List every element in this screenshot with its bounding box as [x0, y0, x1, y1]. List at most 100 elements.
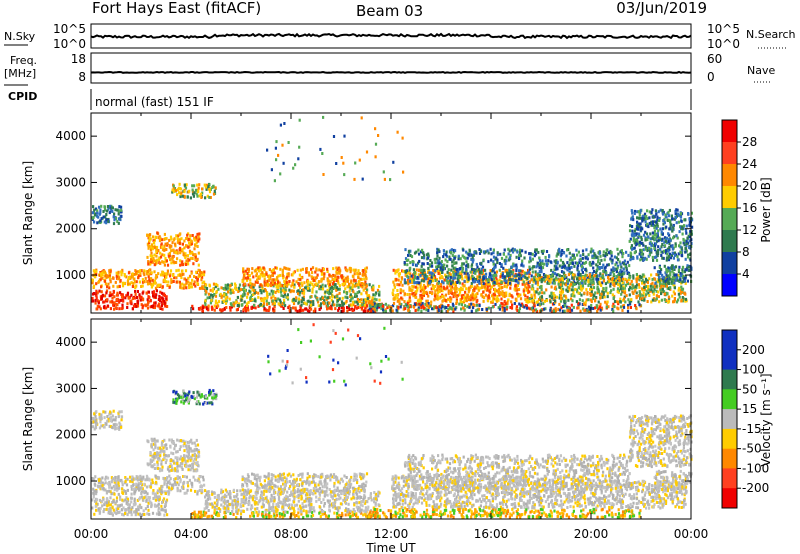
heatmap-cell [99, 208, 102, 212]
heatmap-cell [663, 240, 666, 244]
heatmap-cell [580, 268, 583, 272]
heatmap-cell [134, 289, 137, 293]
heatmap-cell [581, 270, 584, 274]
heatmap-cell [623, 295, 626, 299]
heatmap-cell [373, 297, 376, 301]
heatmap-cell [398, 272, 401, 276]
nsky-trace [90, 32, 692, 40]
heatmap-cell [425, 290, 428, 294]
heatmap-cell [284, 304, 287, 308]
heatmap-cell [180, 191, 183, 195]
heatmap-cell [491, 274, 494, 278]
heatmap-cell [130, 281, 133, 285]
heatmap-cell [117, 221, 120, 225]
heatmap-cell [283, 266, 286, 270]
heatmap-cell [445, 250, 448, 254]
heatmap-cell [602, 250, 605, 254]
heatmap-cell [627, 253, 630, 257]
heatmap-cell [441, 265, 444, 269]
heatmap-cell [557, 280, 560, 283]
heatmap-cell [183, 190, 186, 194]
nsearch-tick-top: 10^5 [707, 22, 740, 36]
heatmap-cell [586, 292, 589, 296]
heatmap-cell [270, 296, 273, 300]
heatmap-cell [475, 262, 478, 266]
heatmap-cell [98, 205, 101, 209]
heatmap-cell [278, 298, 282, 302]
heatmap-cell [538, 259, 542, 263]
heatmap-cell [494, 302, 497, 306]
heatmap-cell [194, 188, 198, 192]
heatmap-cell [384, 310, 387, 314]
heatmap-cell [214, 294, 218, 298]
heatmap-cell [286, 297, 290, 301]
heatmap-cell [417, 306, 420, 310]
heatmap-cell [355, 306, 358, 310]
heatmap-cell [638, 290, 641, 294]
heatmap-cell [323, 274, 326, 278]
heatmap-cell [600, 307, 604, 311]
heatmap-cell [535, 310, 539, 313]
heatmap-cell [451, 253, 454, 257]
freq-label: Freq. [10, 54, 37, 67]
heatmap-cell [179, 285, 182, 289]
heatmap-cell [640, 226, 643, 230]
heatmap-cell [392, 280, 395, 284]
heatmap-cell [534, 296, 537, 300]
heatmap-cell [188, 189, 191, 193]
heatmap-cell [225, 293, 228, 296]
heatmap-cell [312, 303, 315, 306]
heatmap-cell [629, 224, 632, 228]
heatmap-cell [376, 303, 379, 307]
heatmap-cell [638, 252, 641, 256]
heatmap-cell [667, 255, 670, 258]
heatmap-cell [650, 243, 653, 247]
heatmap-cell [249, 299, 253, 302]
heatmap-cell [479, 286, 482, 290]
heatmap-cell [474, 271, 477, 275]
heatmap-cell [252, 285, 255, 289]
heatmap-cell [186, 236, 189, 240]
heatmap-cell [460, 294, 464, 298]
heatmap-cell [227, 283, 230, 287]
heatmap-cell [166, 305, 169, 308]
heatmap-cell [183, 277, 186, 281]
heatmap-cell [631, 247, 634, 251]
heatmap-cell [393, 283, 396, 287]
heatmap-cell [567, 281, 570, 285]
heatmap-cell [454, 266, 457, 270]
heatmap-cell [458, 302, 461, 306]
heatmap-cell [98, 289, 101, 293]
heatmap-cell [420, 264, 423, 268]
heatmap-cell [465, 293, 468, 297]
heatmap-cell [374, 293, 377, 297]
heatmap-cell [208, 183, 211, 187]
heatmap-cell [446, 264, 449, 268]
heatmap-cell [612, 287, 615, 291]
heatmap-cell [487, 278, 490, 282]
heatmap-cell [101, 272, 104, 275]
heatmap-cell [101, 293, 104, 297]
heatmap-cell [467, 253, 470, 257]
heatmap-cell [153, 263, 156, 267]
heatmap-cell [575, 248, 578, 252]
heatmap-cell [548, 279, 551, 283]
heatmap-cell [106, 205, 110, 208]
heatmap-cell [103, 205, 106, 209]
heatmap-cell [456, 277, 459, 281]
heatmap-cell [538, 256, 541, 260]
heatmap-cell [650, 211, 653, 214]
heatmap-cell [583, 277, 586, 281]
heatmap-cell [437, 309, 440, 312]
heatmap-cell [252, 275, 255, 279]
heatmap-cell [414, 303, 417, 307]
heatmap-cell [171, 257, 174, 261]
heatmap-cell [591, 281, 594, 285]
heatmap-cell [305, 270, 308, 274]
heatmap-cell [169, 269, 173, 273]
heatmap-cell [179, 259, 182, 263]
heatmap-cell [306, 279, 310, 283]
heatmap-cell [181, 269, 184, 273]
heatmap-cell [367, 301, 370, 305]
heatmap-cell [654, 277, 657, 281]
